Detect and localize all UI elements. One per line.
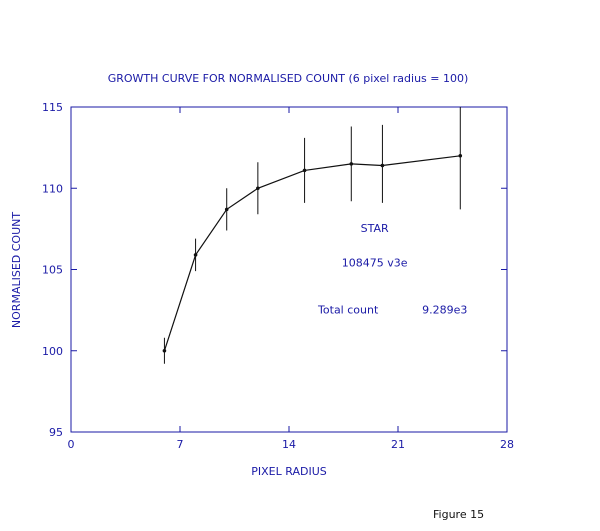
x-axis-label: PIXEL RADIUS — [251, 465, 326, 478]
x-tick-label: 21 — [391, 438, 405, 451]
y-axis-label: NORMALISED COUNT — [10, 212, 23, 328]
data-point — [256, 186, 260, 191]
annotations: STAR 108475 v3e Total count 9.289e3 — [317, 222, 467, 316]
y-axis: 95 100 105 110 115 — [42, 101, 507, 439]
data-point — [224, 207, 229, 212]
y-tick-label: 105 — [42, 264, 63, 277]
x-tick-label: 7 — [177, 438, 184, 451]
data-point — [380, 163, 385, 168]
x-tick-label: 14 — [282, 438, 296, 451]
data-point — [349, 162, 354, 166]
data-point — [162, 348, 167, 353]
chart-annotation: Total count — [317, 303, 379, 316]
data-point — [193, 253, 198, 257]
data-points — [162, 153, 463, 353]
x-tick-label: 28 — [500, 438, 514, 451]
chart-title: GROWTH CURVE FOR NORMALISED COUNT (6 pix… — [108, 72, 469, 85]
chart-annotation: 9.289e3 — [422, 303, 467, 316]
data-point — [458, 153, 463, 158]
chart-annotation: STAR — [361, 222, 389, 235]
figure-label: Figure 15 — [433, 508, 484, 521]
y-tick-label: 100 — [42, 345, 63, 358]
x-tick-label: 0 — [68, 438, 75, 451]
y-tick-label: 115 — [42, 101, 63, 114]
growth-curve-line — [163, 155, 461, 351]
y-tick-label: 110 — [42, 182, 63, 195]
plot-frame — [70, 106, 508, 433]
x-axis: 0 7 14 21 28 — [68, 107, 514, 451]
data-point — [302, 168, 307, 173]
chart-annotation: 108475 v3e — [342, 256, 408, 269]
y-tick-label: 95 — [49, 426, 63, 439]
